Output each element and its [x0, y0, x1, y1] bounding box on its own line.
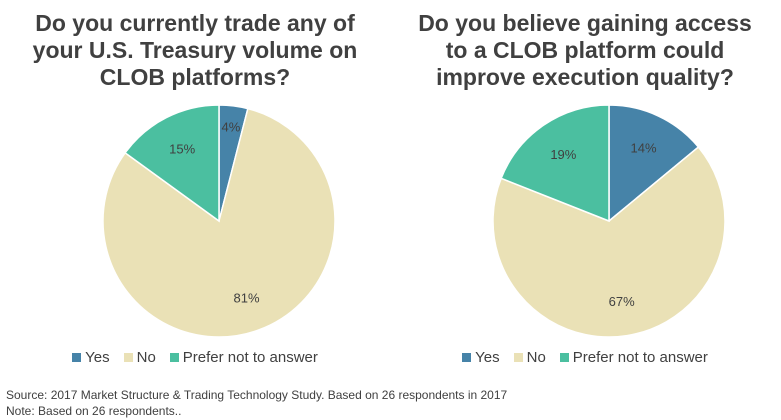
pie-chart-right: 14% 67% 19%	[492, 104, 726, 338]
legend-label-yes: Yes	[475, 349, 500, 366]
chart-title-left: Do you currently trade any of your U.S. …	[0, 10, 390, 91]
pie-slice-no	[492, 146, 726, 338]
legend-item-yes: Yes	[462, 349, 500, 366]
legend-label-yes: Yes	[85, 349, 110, 366]
data-label-no: 67%	[609, 294, 635, 309]
legend-item-yes: Yes	[72, 349, 110, 366]
chart-title-line: Do you currently trade any of	[35, 10, 355, 36]
chart-panel-left: Do you currently trade any of your U.S. …	[0, 0, 390, 380]
legend-swatch-prefer-not	[169, 353, 179, 362]
pie-slice-prefer-not	[500, 104, 610, 223]
pie-slice-prefer-not	[124, 104, 220, 223]
chart-title-right: Do you believe gaining access to a CLOB …	[390, 10, 780, 91]
legend-item-prefer-not: Prefer not to answer	[169, 349, 318, 366]
respondent-note: Note: Based on 26 respondents..	[6, 404, 182, 418]
source-note: Source: 2017 Market Structure & Trading …	[6, 388, 508, 402]
chart-title-line: to a CLOB platform could	[445, 37, 725, 63]
legend-swatch-prefer-not	[559, 353, 569, 362]
pie-slice-no	[102, 107, 336, 338]
legend-swatch-no	[123, 353, 133, 362]
legend-label-no: No	[136, 349, 156, 366]
pie-chart-left: 4% 81% 15%	[102, 104, 336, 338]
legend-item-prefer-not: Prefer not to answer	[559, 349, 708, 366]
data-label-prefer-not: 19%	[550, 147, 576, 162]
data-label-yes: 4%	[222, 120, 241, 135]
legend-swatch-yes	[72, 353, 82, 362]
legend-label-prefer-not: Prefer not to answer	[182, 349, 318, 366]
legend-item-no: No	[513, 349, 546, 366]
chart-title-line: your U.S. Treasury volume on	[32, 37, 358, 63]
legend-swatch-yes	[462, 353, 472, 362]
legend-label-prefer-not: Prefer not to answer	[572, 349, 708, 366]
legend-swatch-no	[513, 353, 523, 362]
data-label-yes: 14%	[631, 141, 657, 156]
legend-item-no: No	[123, 349, 156, 366]
chart-panel-right: Do you believe gaining access to a CLOB …	[390, 0, 780, 380]
legend-label-no: No	[526, 349, 546, 366]
chart-title-line: improve execution quality?	[436, 64, 734, 90]
chart-title-line: Do you believe gaining access	[418, 10, 752, 36]
chart-title-line: CLOB platforms?	[99, 64, 291, 90]
pie-slice-yes	[608, 104, 700, 223]
data-label-prefer-not: 15%	[169, 142, 195, 157]
legend-right: Yes No Prefer not to answer	[390, 349, 780, 366]
legend-left: Yes No Prefer not to answer	[0, 349, 390, 366]
data-label-no: 81%	[233, 290, 259, 305]
